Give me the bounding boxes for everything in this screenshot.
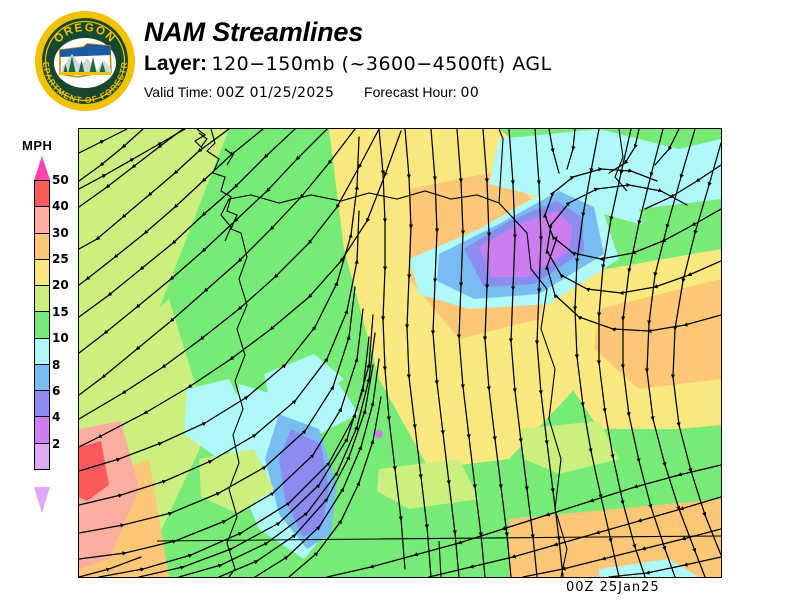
colorbar-tick-30: 30 bbox=[52, 225, 69, 240]
layer-label: Layer: bbox=[144, 52, 208, 75]
colorbar-over-range-arrow bbox=[34, 156, 50, 180]
colorbar-band-10 bbox=[35, 338, 49, 365]
colorbar-tick-40: 40 bbox=[52, 199, 69, 214]
colorbar-tick-20: 20 bbox=[52, 278, 69, 293]
colorbar-band-6 bbox=[35, 391, 49, 418]
title-block: NAM Streamlines Layer: 120−150mb (~3600−… bbox=[144, 16, 784, 102]
layer-value: 120−150mb (~3600−4500ft) AGL bbox=[211, 53, 552, 75]
colorbar-tick-10: 10 bbox=[52, 331, 69, 346]
map-canvas[interactable] bbox=[79, 129, 721, 577]
weather-map[interactable] bbox=[78, 128, 722, 578]
valid-time-value: 00Z 01/25/2025 bbox=[216, 85, 335, 101]
colorbar-under-range-arrow bbox=[34, 487, 50, 513]
colorbar-legend: MPH 50 40 30 25 20 15 10 8 6 4 2 bbox=[14, 138, 76, 513]
layer-line: Layer: 120−150mb (~3600−4500ft) AGL bbox=[144, 52, 784, 78]
colorbar-tick-4: 4 bbox=[52, 410, 61, 425]
map-timestamp: 00Z 25Jan25 bbox=[566, 580, 660, 595]
colorbar-tick-6: 6 bbox=[52, 383, 61, 398]
valid-time-label: Valid Time: bbox=[144, 84, 213, 100]
colorbar-band-30 bbox=[35, 233, 49, 260]
colorbar-band-4 bbox=[35, 417, 49, 444]
header: OREGON DEPARTMENT OF FORESTRY NAM Stream… bbox=[0, 0, 800, 120]
streamline-overlay bbox=[79, 129, 721, 577]
colorbar-band-25 bbox=[35, 259, 49, 287]
colorbar-tick-15: 15 bbox=[52, 304, 69, 319]
page-title: NAM Streamlines bbox=[144, 17, 364, 47]
forecast-hour-value: 00 bbox=[460, 85, 480, 101]
colorbar-band-40 bbox=[35, 207, 49, 234]
colorbar-band-20 bbox=[35, 286, 49, 313]
colorbar-tick-25: 25 bbox=[52, 252, 69, 267]
colorbar-tick-2: 2 bbox=[52, 436, 61, 451]
colorbar-tick-8: 8 bbox=[52, 357, 61, 372]
colorbar-tick-labels: 50 40 30 25 20 15 10 8 6 4 2 bbox=[52, 173, 78, 470]
colorbar-tick-50: 50 bbox=[52, 173, 69, 187]
time-line: Valid Time: 00Z 01/25/2025 Forecast Hour… bbox=[144, 83, 784, 102]
colorbar-band-2 bbox=[35, 443, 49, 469]
seal-icon: OREGON DEPARTMENT OF FORESTRY bbox=[30, 2, 135, 111]
colorbar-band-15 bbox=[35, 312, 49, 339]
oregon-department-of-forestry-logo: OREGON DEPARTMENT OF FORESTRY bbox=[30, 2, 136, 112]
forecast-hour-label: Forecast Hour: bbox=[364, 84, 457, 100]
colorbar-unit-label: MPH bbox=[22, 138, 53, 153]
colorbar-band-8 bbox=[35, 364, 49, 392]
colorbar-band-50 bbox=[35, 181, 49, 208]
colorbar-bands bbox=[34, 180, 50, 470]
